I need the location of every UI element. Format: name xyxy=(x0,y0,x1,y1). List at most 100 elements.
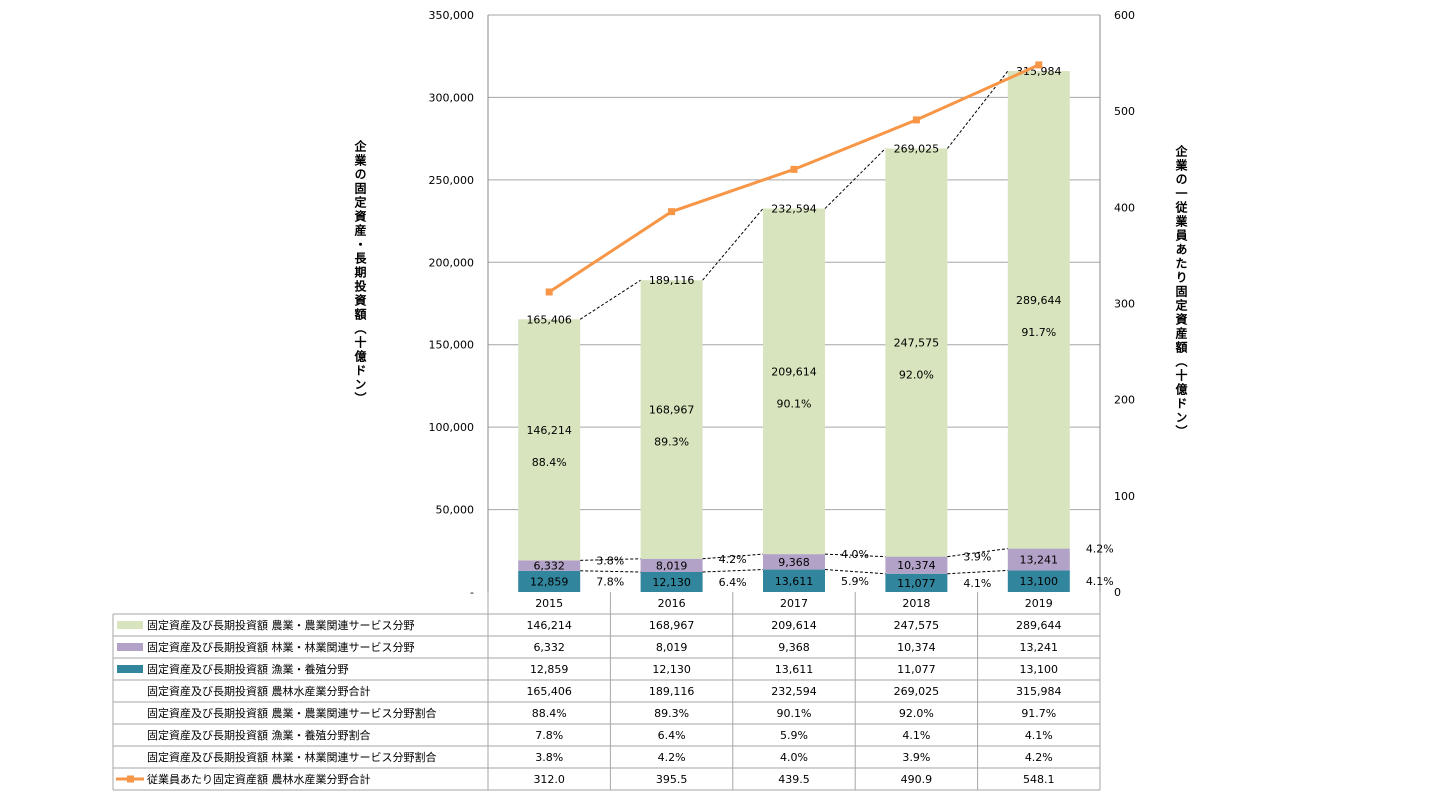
table-header-year: 2019 xyxy=(1025,597,1053,610)
table-cell: 12,859 xyxy=(530,663,569,676)
bar-agriculture xyxy=(640,280,703,559)
y-axis-label: 企業の固定資産・長期投資額（十億ドン） xyxy=(353,140,367,406)
y2-axis-label: 企業の一従業員あたり固定資産額（十億ドン） xyxy=(1174,145,1188,439)
legend-key xyxy=(117,621,143,629)
data-label-fishing-share: 5.9% xyxy=(841,575,869,588)
table-cell: 269,025 xyxy=(894,685,940,698)
y2-tick-label: 500 xyxy=(1114,105,1135,118)
bar-forestry xyxy=(1007,548,1070,571)
table-cell: 11,077 xyxy=(897,663,936,676)
table-cell: 439.5 xyxy=(778,773,810,786)
data-label-fishing: 13,611 xyxy=(775,575,814,588)
data-label-agriculture: 247,575 xyxy=(894,337,940,350)
table-cell: 312.0 xyxy=(533,773,565,786)
table-row-label: 固定資産及び長期投資額 林業・林業関連サービス分野 xyxy=(147,640,415,654)
data-label-agriculture-share: 89.3% xyxy=(654,436,689,449)
table-cell: 4.2% xyxy=(1025,751,1053,764)
table-cell: 165,406 xyxy=(526,685,572,698)
table-cell: 7.8% xyxy=(535,729,563,742)
table-cell: 4.1% xyxy=(1025,729,1053,742)
data-label-forestry-share: 3.8% xyxy=(596,554,624,567)
line-marker xyxy=(790,165,798,173)
table-row-label: 固定資産及び長期投資額 漁業・養殖分野割合 xyxy=(147,728,371,742)
table-cell: 395.5 xyxy=(656,773,688,786)
bar-fishing xyxy=(1007,570,1070,592)
bar-fishing xyxy=(885,573,948,592)
bar-agriculture xyxy=(1007,71,1070,549)
table-cell: 247,575 xyxy=(894,619,940,632)
series-line-forestry xyxy=(580,558,641,561)
table-cell: 490.9 xyxy=(901,773,933,786)
bar-agriculture xyxy=(518,319,581,561)
table-cell: 3.9% xyxy=(902,751,930,764)
bar-forestry xyxy=(885,556,948,574)
y-tick-label: 350,000 xyxy=(429,9,475,22)
table-header-year: 2016 xyxy=(658,597,686,610)
data-label-forestry-share: 3.9% xyxy=(963,551,991,564)
data-label-forestry-share: 4.2% xyxy=(719,553,747,566)
table-cell: 3.8% xyxy=(535,751,563,764)
y-tick-label: 150,000 xyxy=(429,339,475,352)
data-label-total: 189,116 xyxy=(649,274,695,287)
table-cell: 232,594 xyxy=(771,685,817,698)
table-header-year: 2015 xyxy=(535,597,563,610)
table-cell: 89.3% xyxy=(654,707,689,720)
table-cell: 92.0% xyxy=(899,707,934,720)
data-label-agriculture: 289,644 xyxy=(1016,294,1062,307)
y-tick-label: 250,000 xyxy=(429,174,475,187)
data-label-fishing: 11,077 xyxy=(897,577,936,590)
data-label-agriculture-share: 92.0% xyxy=(899,369,934,382)
y2-tick-label: 200 xyxy=(1114,394,1135,407)
data-label-agriculture-share: 91.7% xyxy=(1021,326,1056,339)
series-line-fishing xyxy=(947,569,1008,575)
data-label-forestry: 13,241 xyxy=(1020,553,1059,566)
table-cell: 8,019 xyxy=(656,641,688,654)
table-cell: 91.7% xyxy=(1021,707,1056,720)
bar-forestry xyxy=(640,558,703,573)
table-cell: 4.1% xyxy=(902,729,930,742)
series-line-fishing xyxy=(702,569,764,573)
data-label-fishing-share: 7.8% xyxy=(596,575,624,588)
table-cell: 4.0% xyxy=(780,751,808,764)
legend-key xyxy=(117,665,143,673)
line-marker xyxy=(668,208,676,216)
table-cell: 209,614 xyxy=(771,619,817,632)
bar-agriculture xyxy=(885,148,948,557)
table-row-label: 固定資産及び長期投資額 農林水産業分野合計 xyxy=(147,684,371,698)
table-row-label: 固定資産及び長期投資額 農業・農業関連サービス分野 xyxy=(147,618,415,632)
data-label-total: 269,025 xyxy=(894,142,940,155)
y-tick-label: 100,000 xyxy=(429,421,475,434)
y-tick-label: 300,000 xyxy=(429,91,475,104)
data-label-forestry: 9,368 xyxy=(778,556,810,569)
series-line-forestry xyxy=(824,553,886,558)
y2-tick-label: 100 xyxy=(1114,490,1135,503)
table-cell: 13,611 xyxy=(775,663,814,676)
data-label-agriculture: 168,967 xyxy=(649,404,695,417)
table-cell: 5.9% xyxy=(780,729,808,742)
line-marker xyxy=(912,116,920,124)
y-tick-label: - xyxy=(470,586,474,599)
table-cell: 6,332 xyxy=(533,641,565,654)
table-cell: 4.2% xyxy=(658,751,686,764)
bar-forestry xyxy=(518,560,581,571)
table-cell: 6.4% xyxy=(658,729,686,742)
bar-fishing xyxy=(763,569,825,592)
data-label-agriculture-share: 88.4% xyxy=(532,456,567,469)
data-label-forestry: 10,374 xyxy=(897,559,936,572)
table-row-label: 従業員あたり固定資産額 農林水産業分野合計 xyxy=(147,772,371,786)
table-row-label: 固定資産及び長期投資額 林業・林業関連サービス分野割合 xyxy=(147,750,437,764)
data-label-total: 165,406 xyxy=(526,313,572,326)
series-line-total xyxy=(824,148,886,209)
data-label-forestry-share: 4.0% xyxy=(841,548,869,561)
data-label-agriculture-share: 90.1% xyxy=(777,397,812,410)
bar-fishing xyxy=(518,570,581,592)
series-line-total xyxy=(579,279,641,320)
series-line-total xyxy=(702,208,764,281)
y2-tick-label: 0 xyxy=(1114,586,1121,599)
data-label-fishing-share: 4.1% xyxy=(963,577,991,590)
data-label-fishing: 13,100 xyxy=(1020,575,1059,588)
y2-tick-label: 300 xyxy=(1114,298,1135,311)
table-cell: 88.4% xyxy=(532,707,567,720)
data-label-forestry: 8,019 xyxy=(656,559,688,572)
data-label-total: 232,594 xyxy=(771,203,817,216)
